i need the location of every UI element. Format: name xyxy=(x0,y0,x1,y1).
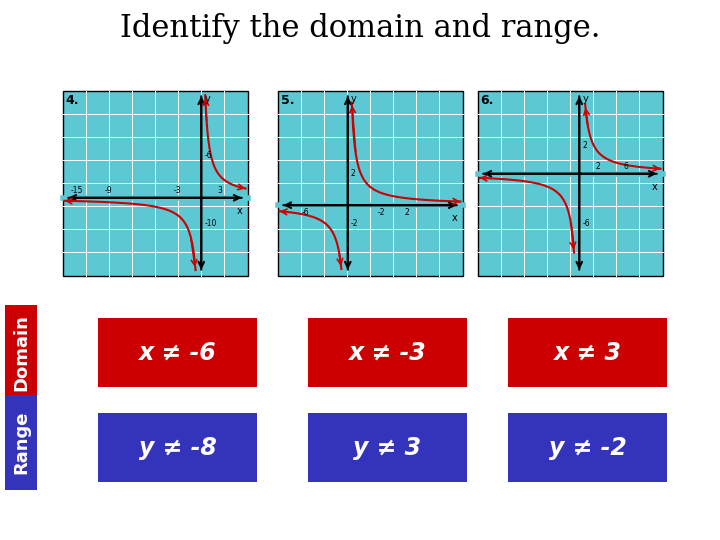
Text: 2: 2 xyxy=(595,162,600,171)
Text: x: x xyxy=(451,213,457,223)
Text: -6: -6 xyxy=(302,208,309,217)
Text: 5.: 5. xyxy=(281,93,294,106)
Text: -3: -3 xyxy=(174,186,181,195)
FancyBboxPatch shape xyxy=(63,91,248,275)
Text: 4.: 4. xyxy=(66,93,79,106)
FancyBboxPatch shape xyxy=(508,413,667,482)
Text: -2: -2 xyxy=(351,219,359,228)
FancyBboxPatch shape xyxy=(5,395,37,490)
Text: 6: 6 xyxy=(623,162,628,171)
Text: 6.: 6. xyxy=(480,93,494,106)
Text: y: y xyxy=(204,93,210,104)
Text: x: x xyxy=(652,182,657,192)
Text: -6: -6 xyxy=(582,219,590,228)
Text: 2: 2 xyxy=(351,169,356,178)
Text: 3: 3 xyxy=(217,186,222,195)
FancyBboxPatch shape xyxy=(277,91,462,275)
Text: y ≠ -8: y ≠ -8 xyxy=(138,435,217,460)
Text: y: y xyxy=(582,93,588,104)
Text: y ≠ -2: y ≠ -2 xyxy=(549,435,626,460)
FancyBboxPatch shape xyxy=(98,318,257,387)
Text: y ≠ 3: y ≠ 3 xyxy=(354,435,422,460)
Text: -10: -10 xyxy=(204,219,217,228)
Text: 2: 2 xyxy=(582,141,587,151)
FancyBboxPatch shape xyxy=(5,305,37,400)
FancyBboxPatch shape xyxy=(308,413,467,482)
Text: x ≠ -6: x ≠ -6 xyxy=(139,341,217,364)
Text: x ≠ 3: x ≠ 3 xyxy=(554,341,621,364)
FancyBboxPatch shape xyxy=(477,91,662,275)
Text: Domain: Domain xyxy=(12,314,30,391)
Text: y: y xyxy=(351,93,356,104)
Text: Range: Range xyxy=(12,411,30,474)
Text: Identify the domain and range.: Identify the domain and range. xyxy=(120,12,600,44)
Text: -15: -15 xyxy=(71,186,84,195)
Text: -9: -9 xyxy=(105,186,112,195)
FancyBboxPatch shape xyxy=(308,318,467,387)
Text: 2: 2 xyxy=(405,208,410,217)
Text: x ≠ -3: x ≠ -3 xyxy=(348,341,426,364)
Text: x: x xyxy=(237,206,243,216)
FancyBboxPatch shape xyxy=(508,318,667,387)
Text: -6: -6 xyxy=(204,151,212,160)
Text: -2: -2 xyxy=(377,208,385,217)
FancyBboxPatch shape xyxy=(98,413,257,482)
